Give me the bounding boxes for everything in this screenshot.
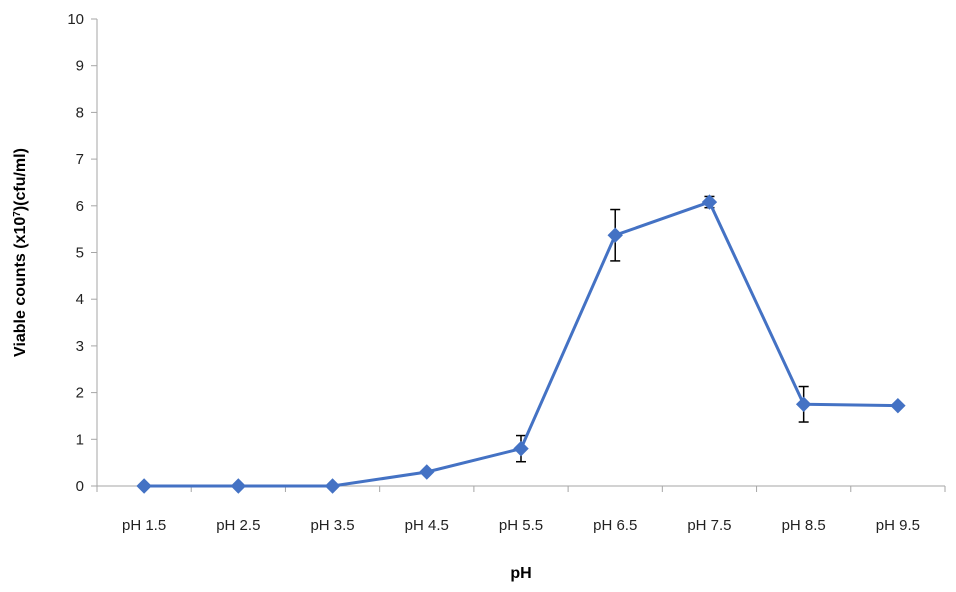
- y-tick-label: 7: [76, 151, 84, 168]
- y-axis-title-tail: )(cfu/ml): [12, 148, 29, 211]
- y-axis-title: Viable counts (x107)(cfu/ml): [12, 148, 30, 357]
- x-tick-label: pH 7.5: [687, 517, 731, 534]
- data-point: [890, 397, 906, 414]
- y-tick-label: 8: [76, 104, 84, 121]
- axes: [91, 18, 946, 492]
- x-tick-label: pH 3.5: [310, 517, 354, 534]
- y-tick-label: 5: [76, 245, 84, 262]
- x-tick-label: pH 9.5: [876, 517, 920, 534]
- y-tick-label: 1: [76, 431, 84, 448]
- data-point: [513, 440, 529, 457]
- data-point: [324, 478, 341, 494]
- y-tick-label: 2: [76, 385, 84, 402]
- x-tick-label: pH 2.5: [216, 517, 260, 534]
- x-tick-label: pH 4.5: [405, 517, 449, 534]
- x-tick-label: pH 5.5: [499, 517, 543, 534]
- data-point: [795, 396, 812, 412]
- x-tick-label: pH 6.5: [593, 517, 637, 534]
- data-point: [230, 478, 247, 494]
- x-tick-labels: pH 1.5 pH 2.5 pH 3.5 pH 4.5 pH 5.5 pH 6.5 pH 7…: [122, 517, 920, 534]
- y-axis-title-exponent: 7: [12, 211, 23, 217]
- y-tick-label: 6: [76, 198, 84, 215]
- y-tick-label: 9: [76, 58, 84, 75]
- data-point: [419, 464, 435, 480]
- x-tick-label: pH 8.5: [782, 517, 826, 534]
- data-point: [701, 194, 718, 210]
- x-axis-title: pH: [510, 565, 531, 582]
- y-tick-label: 4: [76, 291, 84, 308]
- error-bars: [516, 195, 809, 463]
- y-tick-label: 10: [67, 11, 84, 28]
- data-point: [607, 227, 623, 243]
- data-point: [136, 478, 152, 494]
- x-tick-label: pH 1.5: [122, 517, 166, 534]
- y-axis-title-main: Viable counts (x10: [12, 217, 29, 357]
- series-group: [136, 194, 906, 494]
- y-tick-label: 3: [76, 338, 84, 355]
- y-tick-labels: 0 1 2 3 4 5 6 7 8 9 10: [67, 11, 84, 495]
- y-tick-label: 0: [76, 478, 84, 495]
